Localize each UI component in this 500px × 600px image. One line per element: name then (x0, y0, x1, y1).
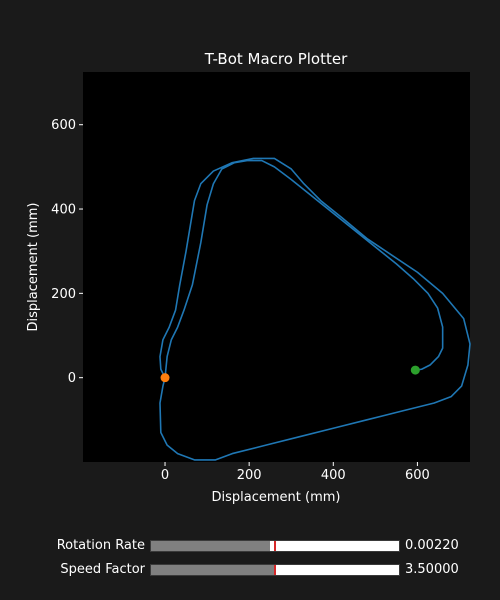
y-axis-label: Displacement (mm) (26, 203, 41, 332)
speed-factor-slider[interactable] (150, 564, 400, 576)
trajectory-line-2 (159, 157, 471, 461)
rotation-rate-label: Rotation Rate (56, 538, 145, 553)
y-tick-label: 600 (51, 118, 76, 133)
x-tick-label: 400 (321, 468, 346, 483)
chart-title: T-Bot Macro Plotter (204, 50, 348, 68)
plot-area (83, 72, 470, 462)
y-tick-label: 0 (68, 371, 76, 386)
speed-factor-label: Speed Factor (60, 562, 145, 577)
rotation-rate-slider[interactable] (150, 540, 400, 552)
rotation-rate-value: 0.00220 (405, 538, 459, 553)
speed-factor-slider-fill (151, 565, 275, 575)
y-tick-label: 200 (51, 287, 76, 302)
x-axis-label: Displacement (mm) (212, 490, 341, 505)
x-tick-label: 600 (405, 468, 430, 483)
end-point-marker (410, 365, 420, 375)
speed-factor-initial-marker (274, 565, 276, 575)
x-tick-label: 200 (237, 468, 262, 483)
rotation-rate-slider-row: Rotation Rate 0.00220 (0, 538, 500, 554)
x-tick-label: 0 (161, 468, 169, 483)
start-point-marker (160, 373, 170, 383)
y-tick-label: 400 (51, 203, 76, 218)
rotation-rate-initial-marker (274, 541, 276, 551)
rotation-rate-slider-fill (151, 541, 271, 551)
speed-factor-value: 3.50000 (405, 562, 459, 577)
trajectory-line-1 (164, 159, 444, 378)
trajectory-plot: T-Bot Macro Plotter 0 200 400 600 0 200 400 600… (26, 50, 471, 505)
speed-factor-slider-row: Speed Factor 3.50000 (0, 562, 500, 578)
